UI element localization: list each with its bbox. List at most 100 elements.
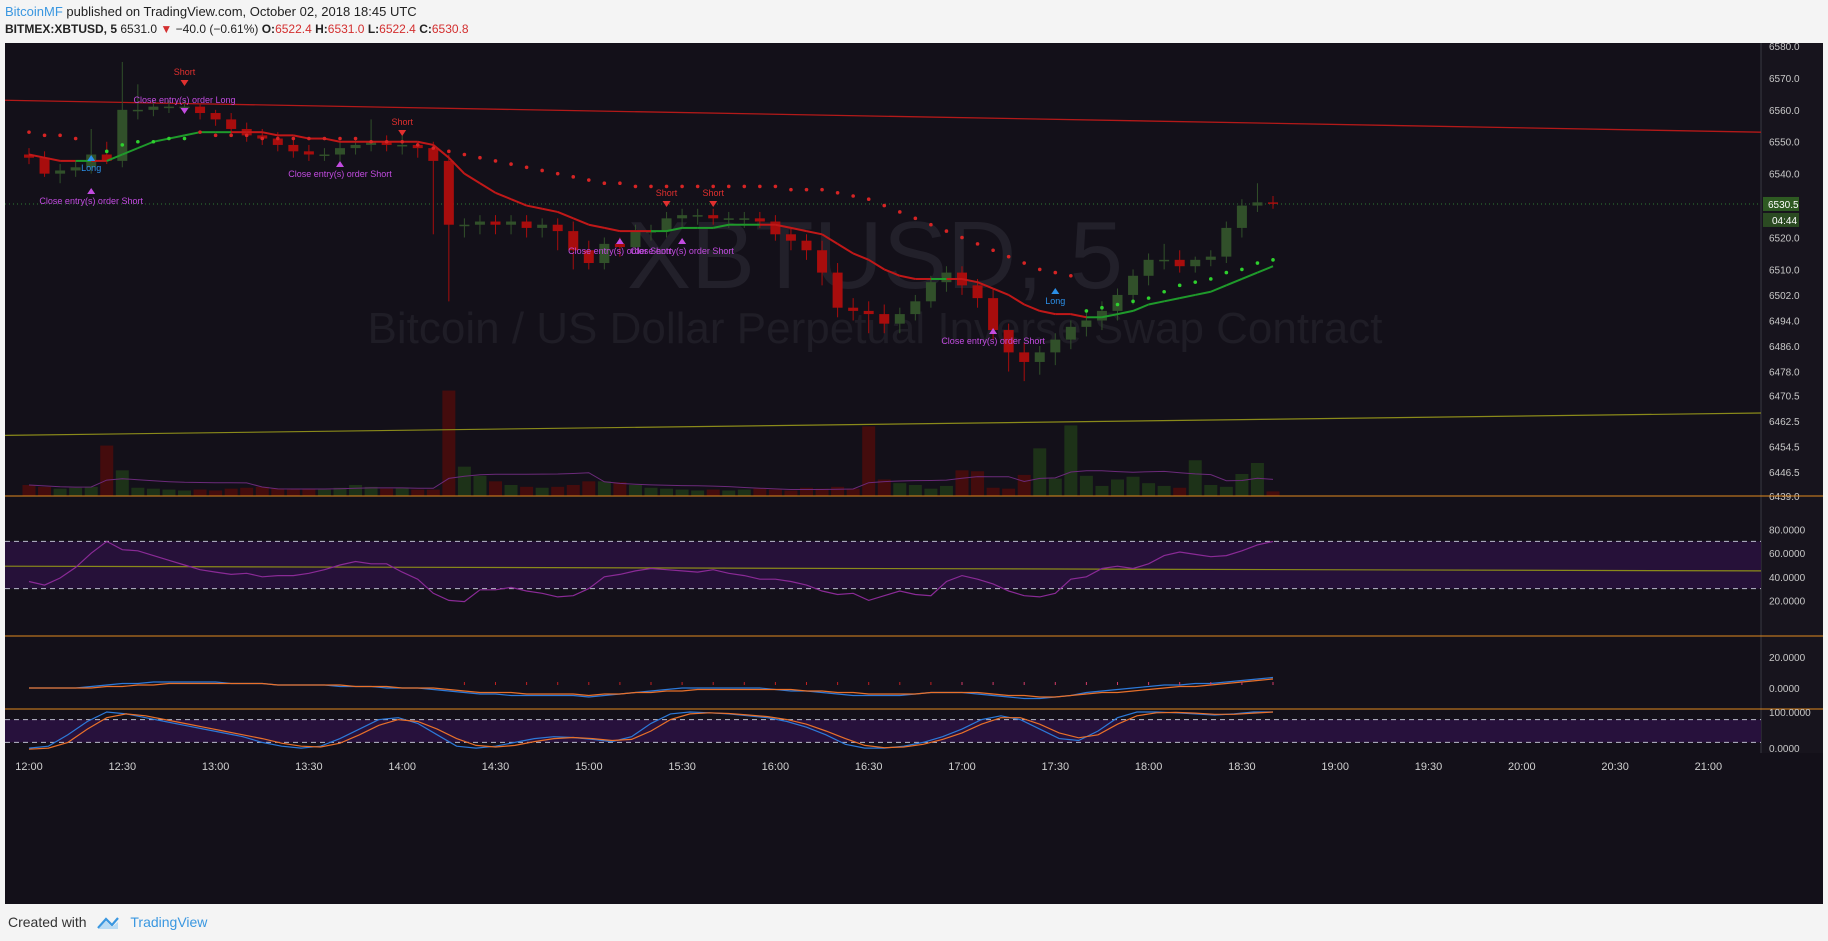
volume-bar xyxy=(939,485,953,496)
sar-dot-bearish xyxy=(773,184,778,189)
volume-bar xyxy=(364,486,378,496)
symbol-name: BITMEX:XBTUSD, 5 xyxy=(5,22,118,36)
volume-bar xyxy=(1173,487,1187,496)
sar-dot-bearish xyxy=(42,133,47,138)
volume-bar xyxy=(691,490,705,496)
volume-bar xyxy=(566,485,580,496)
volume-bar xyxy=(1048,478,1062,496)
ema-segment xyxy=(1008,294,1025,306)
sar-dot-bearish xyxy=(929,222,933,227)
candle-body xyxy=(1159,259,1170,262)
volume-bar xyxy=(831,486,845,496)
strategy-label: Long xyxy=(81,163,101,173)
time-tick-label: 13:00 xyxy=(202,761,230,773)
candle-body xyxy=(24,154,34,158)
candle-body xyxy=(552,224,563,232)
volume-bar xyxy=(395,487,409,496)
strategy-label: Close entry(s) order Long xyxy=(133,95,235,105)
candle-body xyxy=(677,215,688,219)
sar-dot-bearish xyxy=(478,155,482,160)
volume-bar xyxy=(457,466,471,496)
volume-bar xyxy=(924,488,938,496)
watermark-description: Bitcoin / US Dollar Perpetual Inverse Sw… xyxy=(368,304,1383,353)
sar-dot-bearish xyxy=(1037,267,1042,272)
ema-segment xyxy=(852,252,870,261)
ema-segment xyxy=(883,268,901,277)
volume-bar xyxy=(722,490,736,496)
candle-body xyxy=(723,218,734,220)
time-tick-label: 12:30 xyxy=(109,761,137,773)
volume-bar xyxy=(1017,474,1031,496)
time-tick-label: 12:00 xyxy=(15,761,43,773)
time-tick-label: 20:30 xyxy=(1601,761,1629,773)
volume-bar xyxy=(1111,479,1124,496)
sar-dot-bearish xyxy=(244,133,249,138)
sar-dot-bearish xyxy=(789,187,793,192)
sar-dot-bearish xyxy=(913,216,918,221)
price-tick-label: 6580.0 xyxy=(1769,43,1800,53)
ema-segment xyxy=(137,140,154,150)
price-tick-label: 6454.5 xyxy=(1769,443,1800,454)
strategy-label: Close entry(s) order Short xyxy=(39,196,143,206)
price-tick-label: 6446.5 xyxy=(1769,468,1800,479)
ema-segment xyxy=(324,137,341,143)
stoch-band xyxy=(5,719,1761,743)
candle-body xyxy=(661,218,672,232)
volume-bar xyxy=(271,488,285,496)
ema-segment xyxy=(168,134,185,140)
sar-dot-bearish xyxy=(758,184,762,189)
open-label: O: xyxy=(261,22,276,36)
chart-area[interactable]: XBTUSD, 5 Bitcoin / US Dollar Perpetual I… xyxy=(4,42,1823,904)
sar-dot-bearish xyxy=(820,187,824,192)
ema-segment xyxy=(1023,303,1041,312)
candle-body xyxy=(1019,352,1030,362)
volume-bar xyxy=(784,490,798,496)
volume-bar xyxy=(69,487,83,496)
candle-body xyxy=(1128,275,1139,295)
down-arrow-icon: ▼ xyxy=(160,22,173,36)
sar-dot-bullish xyxy=(151,139,156,144)
sar-dot-bearish xyxy=(229,133,233,138)
ema-segment xyxy=(121,147,139,156)
ema-segment xyxy=(153,137,170,143)
support-trendline xyxy=(4,412,1762,436)
ema-segment xyxy=(790,226,807,233)
rsi-tick-label: 60.0000 xyxy=(1769,549,1806,560)
candle-body xyxy=(1190,259,1201,267)
tradingview-link[interactable]: TradingView xyxy=(130,914,208,930)
ema-segment xyxy=(1163,297,1180,303)
countdown-label: 04:44 xyxy=(1772,216,1797,227)
candle-body xyxy=(1205,256,1216,260)
ema-segment xyxy=(1195,290,1212,296)
sar-dot-bullish xyxy=(1115,302,1120,307)
candle-body xyxy=(490,221,501,225)
price-tick-label: 6470.5 xyxy=(1769,391,1800,402)
strategy-label: Short xyxy=(174,67,196,77)
volume-bar xyxy=(520,486,534,496)
volume-bar xyxy=(349,485,363,496)
volume-bar xyxy=(1079,475,1093,496)
candle-body xyxy=(832,272,843,308)
candle-body xyxy=(739,218,750,220)
candle-body xyxy=(350,144,361,149)
sar-dot-bearish xyxy=(384,139,389,144)
price-tick-label: 6462.5 xyxy=(1769,417,1800,428)
sar-dot-bearish xyxy=(851,194,855,198)
current-price-badge xyxy=(1763,196,1799,211)
signal-arrow-up-icon xyxy=(87,155,96,161)
candle-body xyxy=(708,215,719,219)
price-tick-label: 6502.0 xyxy=(1769,291,1800,302)
candle-body xyxy=(925,282,936,302)
ema-segment xyxy=(1210,284,1227,293)
rsi-tick-label: 80.0000 xyxy=(1769,526,1806,537)
candle-body xyxy=(785,234,796,241)
low-value: 6522.4 xyxy=(379,22,416,36)
resistance-trendline xyxy=(4,99,1762,133)
signal-arrow-up-icon xyxy=(678,238,687,244)
ema-segment xyxy=(417,140,434,146)
author-link[interactable]: BitcoinMF xyxy=(5,4,63,19)
ema-segment xyxy=(712,223,729,229)
sar-dot-bearish xyxy=(431,146,436,150)
volume-bar xyxy=(224,488,238,496)
